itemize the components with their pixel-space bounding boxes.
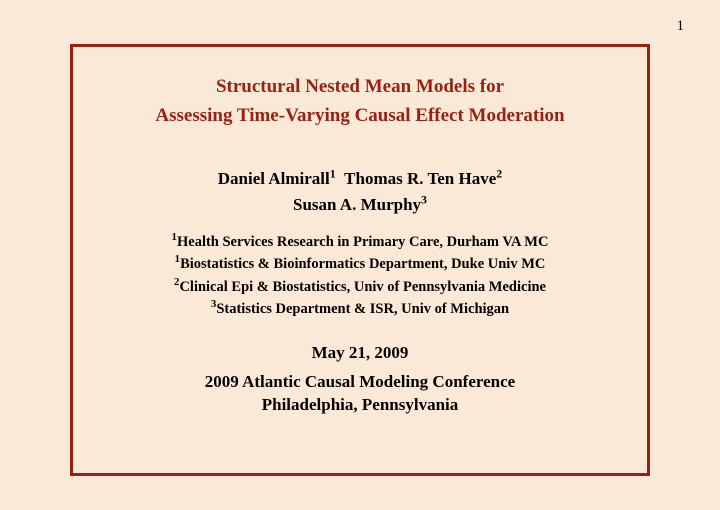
affiliation-1: 1Health Services Research in Primary Car… <box>101 231 619 253</box>
author-3-name: Susan A. Murphy <box>293 195 421 214</box>
affiliation-1-text: Health Services Research in Primary Care… <box>177 234 548 250</box>
slide-title: Structural Nested Mean Models for Assess… <box>101 73 619 130</box>
presentation-date: May 21, 2009 <box>101 343 619 363</box>
affiliations-block: 1Health Services Research in Primary Car… <box>101 231 619 321</box>
author-1-name: Daniel Almirall <box>218 169 330 188</box>
author-2-sup: 2 <box>496 166 502 180</box>
conference-line-2: Philadelphia, Pennsylvania <box>262 395 459 414</box>
affiliation-4: 3Statistics Department & ISR, Univ of Mi… <box>101 298 619 320</box>
conference-line-1: 2009 Atlantic Causal Modeling Conference <box>205 372 515 391</box>
page-number: 1 <box>677 18 685 35</box>
affiliation-2-text: Biostatistics & Bioinformatics Departmen… <box>180 256 545 272</box>
slide-frame: Structural Nested Mean Models for Assess… <box>70 44 650 476</box>
affiliation-2: 1Biostatistics & Bioinformatics Departme… <box>101 253 619 275</box>
title-line-2: Assessing Time-Varying Causal Effect Mod… <box>155 105 564 126</box>
author-1-sup: 1 <box>330 166 336 180</box>
author-3-sup: 3 <box>421 192 427 206</box>
affiliation-3: 2Clinical Epi & Biostatistics, Univ of P… <box>101 276 619 298</box>
affiliation-4-text: Statistics Department & ISR, Univ of Mic… <box>216 301 509 317</box>
affiliation-3-text: Clinical Epi & Biostatistics, Univ of Pe… <box>179 279 546 295</box>
authors-block: Daniel Almirall1 Thomas R. Ten Have2 Sus… <box>101 166 619 217</box>
conference-block: 2009 Atlantic Causal Modeling Conference… <box>101 371 619 417</box>
title-line-1: Structural Nested Mean Models for <box>216 76 504 97</box>
author-2-name: Thomas R. Ten Have <box>344 169 496 188</box>
